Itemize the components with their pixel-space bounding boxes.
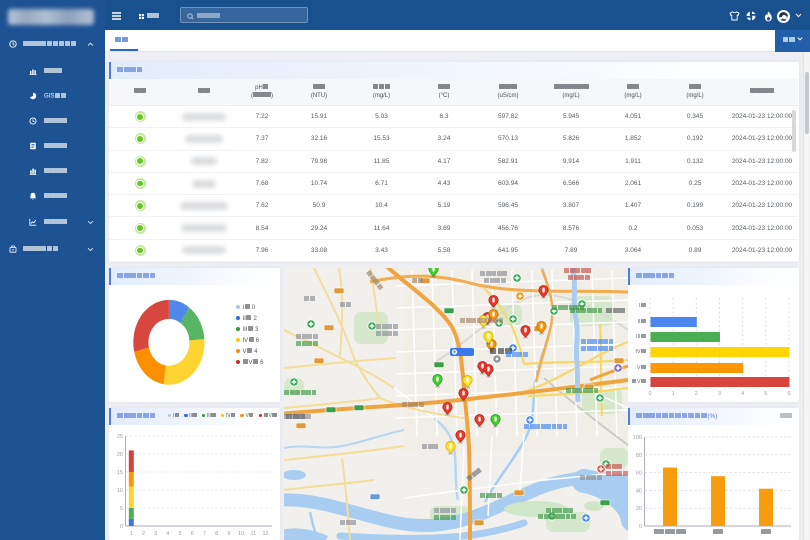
svg-text:0: 0	[648, 391, 651, 397]
svg-text:100: 100	[633, 435, 642, 441]
svg-text:40: 40	[636, 488, 642, 494]
svg-text:1: 1	[130, 531, 133, 537]
svg-text:2: 2	[695, 391, 698, 397]
svg-text:5: 5	[179, 531, 182, 537]
svg-text:20: 20	[636, 506, 642, 512]
svg-text:80: 80	[636, 453, 642, 459]
svg-text:6: 6	[191, 531, 194, 537]
svg-text:9: 9	[227, 531, 230, 537]
svg-text:0: 0	[120, 524, 123, 530]
svg-text:8: 8	[215, 531, 218, 537]
svg-text:7: 7	[203, 531, 206, 537]
svg-text:25: 25	[117, 434, 123, 440]
svg-text:0: 0	[639, 524, 642, 530]
svg-text:11: 11	[250, 531, 256, 537]
svg-text:3: 3	[154, 531, 157, 537]
svg-text:6: 6	[787, 391, 790, 397]
svg-text:4: 4	[741, 391, 744, 397]
svg-text:15: 15	[117, 470, 123, 476]
svg-text:12: 12	[262, 531, 268, 537]
svg-text:60: 60	[636, 471, 642, 477]
svg-text:3: 3	[718, 391, 721, 397]
svg-text:10: 10	[117, 488, 123, 494]
svg-text:10: 10	[238, 531, 244, 537]
svg-text:20: 20	[117, 452, 123, 458]
svg-text:5: 5	[120, 506, 123, 512]
svg-text:1: 1	[672, 391, 675, 397]
svg-text:5: 5	[764, 391, 767, 397]
svg-text:2: 2	[142, 531, 145, 537]
svg-text:4: 4	[166, 531, 169, 537]
